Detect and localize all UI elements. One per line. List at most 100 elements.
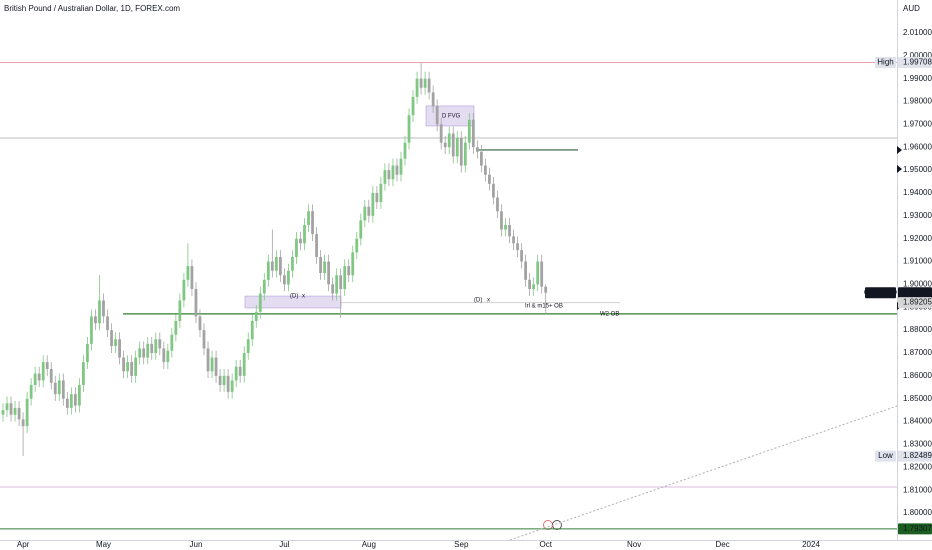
- chart-title: British Pound / Australian Dollar, 1D, F…: [4, 4, 180, 13]
- candle-body: [254, 311, 258, 321]
- candle-body: [544, 286, 548, 293]
- x-tick-label: Apr: [17, 540, 30, 549]
- price-tag-label-box: [875, 450, 896, 462]
- candle-body: [488, 174, 491, 184]
- candle-body: [447, 133, 451, 148]
- x-tick-label: Sep: [454, 540, 469, 549]
- x-tick-label: Dec: [715, 540, 729, 549]
- y-tick-label: 1.81000: [903, 485, 932, 494]
- y-tick-label: 1.95000: [903, 165, 932, 174]
- candle-body: [504, 224, 507, 230]
- candle-body: [234, 366, 238, 381]
- y-tick-label: 1.91000: [903, 257, 932, 266]
- candle-body: [484, 165, 487, 175]
- candle-body: [86, 343, 89, 363]
- candle-body: [367, 206, 371, 216]
- candle-body: [291, 256, 294, 271]
- candle-body: [339, 275, 343, 289]
- zone-label: D FVG: [442, 114, 461, 120]
- x-tick-label: May: [96, 540, 111, 549]
- candle-body: [126, 362, 130, 372]
- candle-body: [479, 151, 483, 166]
- candle-body: [210, 357, 214, 372]
- candle-body: [467, 119, 471, 143]
- x-tick-label: Jul: [279, 540, 289, 549]
- marker-arrow: [897, 146, 902, 154]
- candle-body: [516, 243, 519, 251]
- event-icon[interactable]: [552, 520, 562, 530]
- candle-body: [90, 316, 93, 344]
- price-tag-label: Low: [878, 451, 893, 460]
- y-tick-label: 1.92000: [903, 234, 932, 243]
- price-tag-value: 1.99708: [903, 58, 932, 67]
- x-tick-label: Aug: [362, 540, 376, 549]
- candle-body: [29, 384, 33, 399]
- candle-body: [274, 256, 278, 271]
- candle-body: [77, 384, 81, 406]
- candle-body: [266, 261, 270, 280]
- candle-body: [222, 375, 226, 385]
- candle-body: [383, 170, 387, 184]
- y-tick-label: 1.98000: [903, 97, 932, 106]
- candle-body: [528, 279, 532, 289]
- annotation: W2 OB: [600, 312, 619, 318]
- y-tick-label: 1.96000: [903, 142, 932, 151]
- marker-arrow: [897, 165, 902, 173]
- candle-body: [98, 300, 101, 324]
- price-tag-label: GBPAUD: [864, 288, 897, 297]
- candle-body: [524, 261, 527, 280]
- candle-body: [359, 220, 363, 239]
- candle-body: [496, 197, 499, 212]
- y-tick-label: 1.99000: [903, 74, 932, 83]
- candle-body: [21, 419, 25, 427]
- candle-body: [512, 236, 515, 244]
- candle-body: [186, 266, 190, 280]
- y-tick-label: 1.83000: [903, 440, 932, 449]
- candle-body: [106, 316, 109, 331]
- x-tick-label: Nov: [627, 540, 641, 549]
- candle-body: [451, 133, 455, 157]
- candle-body: [270, 261, 274, 271]
- price-tag-value: 1.82489: [903, 451, 932, 460]
- candle-body: [347, 266, 351, 276]
- y-tick-label: 1.84000: [903, 417, 932, 426]
- candle-body: [295, 238, 298, 257]
- price-tag-box: [898, 287, 932, 299]
- candle-body: [315, 234, 318, 257]
- candle-body: [134, 357, 138, 376]
- price-tag-box: [898, 297, 932, 309]
- price-tag-box: [898, 56, 932, 68]
- y-tick-label: 1.86000: [903, 371, 932, 380]
- candle-body: [190, 266, 194, 289]
- candle-body: [150, 343, 154, 353]
- candle-body: [9, 403, 13, 415]
- y-tick-label: 1.90000: [903, 280, 932, 289]
- candle-body: [198, 316, 202, 331]
- candle-body: [387, 170, 391, 180]
- candle-body: [455, 138, 459, 157]
- candle-body: [508, 224, 511, 237]
- candle-body: [41, 362, 45, 381]
- price-tag-value: 1.89205: [903, 298, 932, 307]
- candle-body: [331, 284, 335, 294]
- candle-body: [299, 238, 302, 244]
- candle-body: [459, 138, 463, 166]
- candle-body: [182, 279, 186, 301]
- annotation: Irl & m15+ OB: [525, 304, 563, 310]
- candle-body: [278, 256, 282, 276]
- x-tick-label: 2024: [802, 540, 820, 549]
- candle-body: [49, 368, 53, 383]
- candle-body: [206, 348, 210, 372]
- y-tick-label: 1.80000: [903, 508, 932, 517]
- candle-body: [471, 119, 475, 148]
- candle-body: [520, 250, 523, 262]
- price-tag-box: [898, 450, 932, 462]
- candle-body: [5, 403, 9, 411]
- candle-body: [174, 320, 178, 335]
- price-tag-label-box: [865, 287, 896, 299]
- candle-body: [540, 261, 544, 287]
- candle-body: [371, 192, 375, 216]
- candle-body: [407, 115, 411, 143]
- currency-label: AUD: [903, 4, 920, 13]
